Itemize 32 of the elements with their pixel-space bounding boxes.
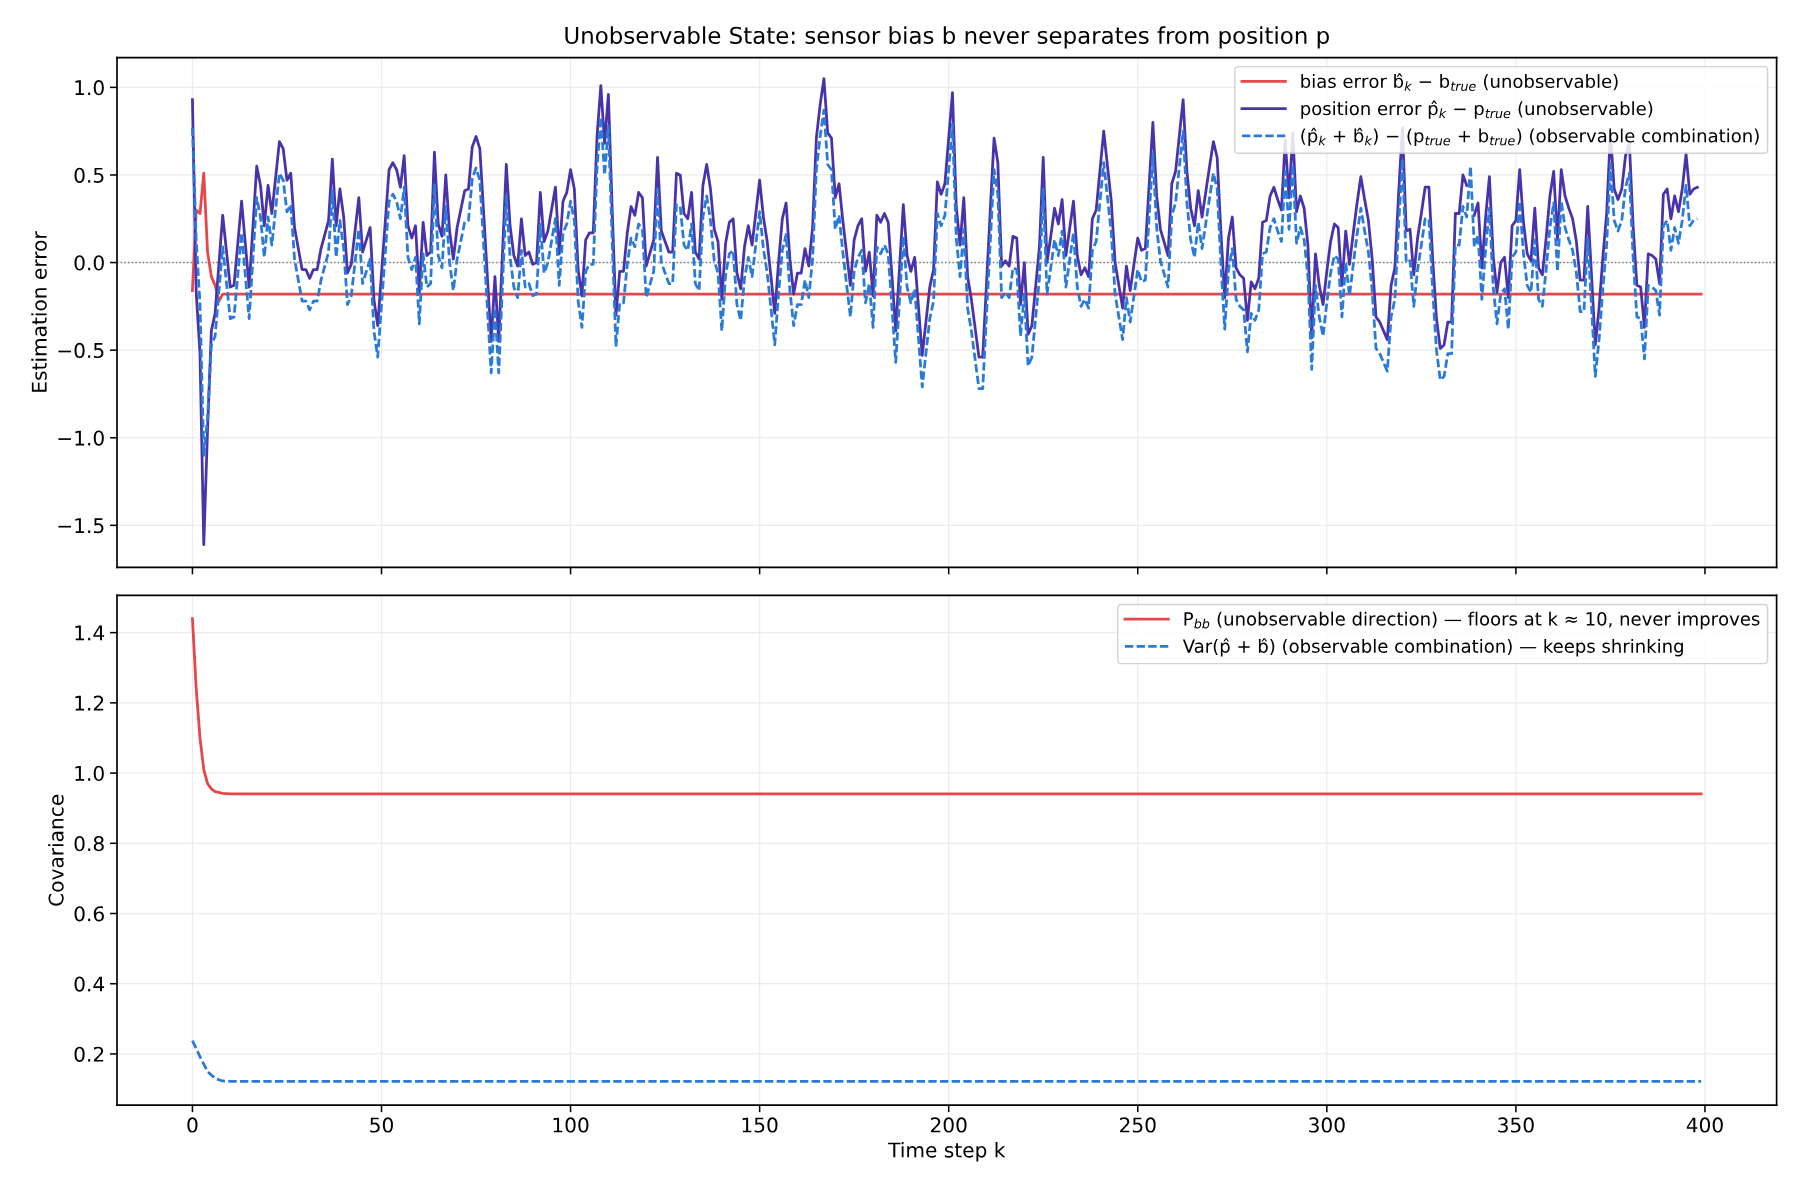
x-tick-label: 250	[1120, 1117, 1156, 1133]
legend-label: bias error b̂$_{k}$ − b$_{true}$ (unobservable)	[1301, 73, 1618, 91]
y-tick-label: 1.0	[75, 765, 104, 782]
x-tick-label: 350	[1498, 1117, 1534, 1133]
y-axis-title: Covariance	[48, 794, 64, 906]
y-axis-title: Estimation error	[31, 231, 47, 392]
x-tick-label: 0	[187, 1117, 198, 1133]
x-tick-label: 300	[1309, 1117, 1345, 1133]
x-axis-title: Time step k	[888, 1142, 1006, 1162]
y-tick-label: 0.2	[74, 1046, 104, 1062]
y-tick-label: 0.0	[74, 255, 104, 271]
text: (p̂$_{k}$ + b̂$_{k}$) − (p$_{true}$ + b$_{true}$) (observable combination)	[1301, 127, 1759, 147]
y-tick-label: 0.8	[74, 835, 104, 852]
y-tick-label: 0.5	[74, 167, 104, 183]
x-tick-label: 100	[553, 1117, 589, 1133]
y-tick-label: −1.5	[58, 518, 104, 534]
y-tick-label: 1.4	[75, 625, 105, 641]
x-tick-label: 50	[370, 1117, 393, 1133]
x-tick-label: 150	[742, 1117, 778, 1133]
y-tick-label: 1.0	[75, 80, 104, 96]
legend-label: Var(p̂ + b̂) (observable combination) — keeps shrinking	[1182, 638, 1683, 657]
legend-label: P$_{bb}$ (unobservable direction) — floors at k ≈ 10, never improves	[1184, 611, 1760, 630]
y-tick-label: 1.2	[75, 695, 104, 711]
chart-title: Unobservable State: sensor bias b never separates from position p	[565, 26, 1329, 49]
line-series	[191, 1039, 1703, 1083]
y-tick-label: 0.4	[74, 976, 105, 992]
y-tick-label: −1.0	[58, 430, 104, 446]
y-tick-label: 0.6	[74, 906, 104, 922]
x-tick-label: 200	[930, 1117, 967, 1133]
x-tick-label: 400	[1686, 1117, 1723, 1133]
legend-label: position error p̂$_{k}$ − p$_{true}$ (unobservable)	[1301, 100, 1653, 119]
y-tick-label: −0.5	[58, 342, 104, 359]
